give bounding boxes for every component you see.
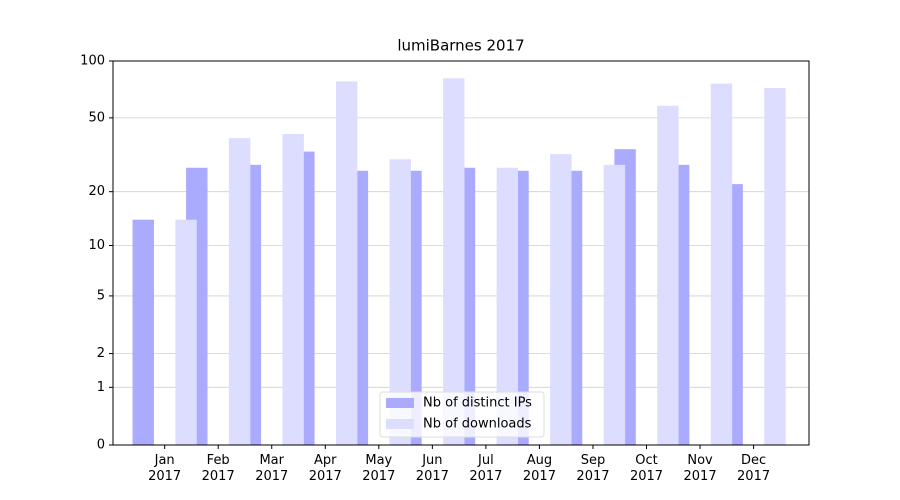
- bar: [764, 88, 786, 446]
- y-tick-label: 10: [88, 238, 105, 253]
- bar: [282, 134, 304, 445]
- x-tick-label: Oct 2017: [629, 453, 664, 484]
- x-tick-label: Nov 2017: [683, 453, 717, 484]
- legend-label: Nb of downloads: [423, 417, 532, 432]
- x-tick-label: Sep 2017: [576, 453, 610, 484]
- bar: [228, 138, 251, 445]
- y-tick-label: 100: [80, 54, 105, 69]
- bar: [657, 105, 679, 446]
- bar: [389, 159, 411, 445]
- chart-title: lumiBarnes 2017: [397, 37, 524, 55]
- y-tick-label: 5: [97, 288, 105, 303]
- x-tick-label: Jan 2017: [148, 453, 182, 484]
- legend-label: Nb of distinct IPs: [423, 396, 532, 411]
- legend-box: [379, 391, 545, 438]
- x-tick-label: Dec 2017: [737, 453, 771, 484]
- bar: [335, 81, 358, 445]
- bar: [496, 167, 519, 445]
- legend-swatch: [386, 419, 414, 429]
- bar: [443, 78, 465, 446]
- bar: [175, 219, 197, 445]
- x-tick-label: May 2017: [362, 453, 396, 484]
- x-tick-label: Feb 2017: [201, 453, 235, 484]
- x-tick-label: Aug 2017: [522, 453, 556, 484]
- y-tick-label: 0: [97, 438, 105, 453]
- bar: [550, 154, 572, 446]
- bar: [710, 83, 733, 445]
- bar: [132, 219, 154, 445]
- y-tick-label: 2: [97, 346, 105, 361]
- x-tick-label: Jul 2017: [469, 453, 503, 484]
- x-tick-label: Mar 2017: [255, 453, 289, 484]
- x-tick-label: Jun 2017: [415, 453, 449, 484]
- y-tick-label: 1: [97, 380, 105, 395]
- plot-frame: [112, 60, 810, 446]
- bar: [603, 164, 626, 445]
- y-tick-label: 50: [88, 110, 105, 125]
- x-tick-label: Apr 2017: [308, 453, 342, 484]
- legend-swatch: [386, 398, 414, 408]
- y-tick-label: 20: [88, 184, 105, 199]
